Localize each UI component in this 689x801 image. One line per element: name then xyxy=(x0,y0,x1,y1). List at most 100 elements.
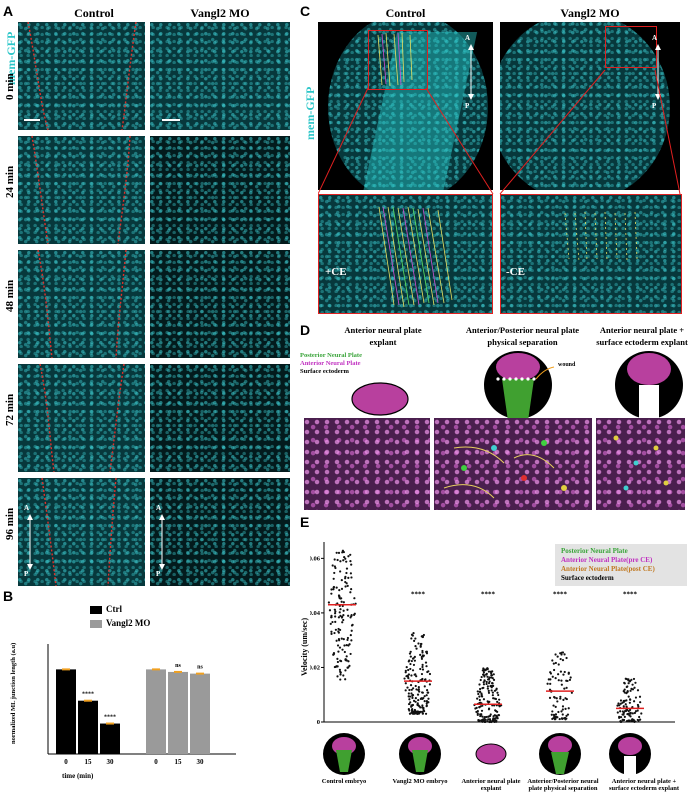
image-a-vangl2-24 xyxy=(150,136,290,244)
e-data-point xyxy=(334,566,337,570)
e-data-point xyxy=(336,558,339,562)
e-data-point xyxy=(417,686,420,689)
e-data-point xyxy=(421,704,424,707)
e-data-point xyxy=(489,676,493,679)
e-data-point xyxy=(350,639,353,642)
e-data-point xyxy=(411,669,415,672)
image-a-vangl2-96 xyxy=(150,478,290,586)
e-data-point xyxy=(417,698,420,702)
e-data-point xyxy=(343,650,346,654)
e-data-point xyxy=(487,681,491,685)
e-data-point xyxy=(410,637,413,640)
e-data-point xyxy=(629,708,632,711)
e-data-point xyxy=(409,701,412,704)
e-data-point xyxy=(345,560,348,563)
e-data-point xyxy=(334,620,337,623)
ap-arrow-icon xyxy=(468,44,474,100)
e-data-point xyxy=(339,628,342,632)
e-data-point xyxy=(337,551,341,554)
e-data-point xyxy=(421,665,424,669)
b-significance: **** xyxy=(104,715,116,721)
e-data-point xyxy=(420,657,424,660)
e-data-point xyxy=(414,684,417,688)
e-data-point xyxy=(411,710,414,713)
e-data-point xyxy=(493,697,496,700)
e-data-point xyxy=(498,698,501,701)
e-data-point xyxy=(548,696,552,699)
e-data-point xyxy=(423,695,426,698)
e-data-point xyxy=(336,660,340,664)
legend-e-anterior-post: Anterior Neural Plate(post CE) xyxy=(561,565,655,573)
e-data-point xyxy=(623,682,626,685)
e-data-point xyxy=(563,670,566,674)
e-data-point xyxy=(486,687,489,690)
e-data-point xyxy=(622,718,626,722)
e-data-point xyxy=(549,682,552,685)
explant-oval-small-icon xyxy=(475,743,507,765)
e-data-point xyxy=(624,677,627,680)
e-data-point xyxy=(476,712,479,715)
ap-arrow-icon xyxy=(159,514,165,570)
e-data-point xyxy=(623,691,626,694)
e-data-point xyxy=(632,700,636,703)
e-data-point xyxy=(349,553,352,556)
panel-c-letter: C xyxy=(300,3,311,19)
e-data-point xyxy=(625,685,628,689)
e-data-point xyxy=(565,686,568,689)
e-data-point xyxy=(620,720,623,723)
e-data-point xyxy=(633,686,636,689)
panel-a-letter: A xyxy=(3,3,14,19)
category-label-3: Anterior neural plate explant xyxy=(461,778,521,792)
e-data-point xyxy=(619,716,623,719)
e-data-point xyxy=(345,655,348,658)
e-data-point xyxy=(349,591,352,594)
e-data-point xyxy=(428,672,432,676)
e-data-point xyxy=(497,714,501,717)
e-data-point xyxy=(407,692,410,695)
e-data-point xyxy=(623,715,626,718)
e-data-point xyxy=(480,693,483,696)
e-data-point xyxy=(555,697,558,700)
b-significance: **** xyxy=(82,692,94,698)
b-bar xyxy=(168,671,188,754)
c-axis-p-right: P xyxy=(652,102,657,110)
e-data-point xyxy=(338,668,342,671)
e-data-point xyxy=(415,675,418,678)
e-data-point xyxy=(420,678,424,681)
image-a-control-96 xyxy=(18,478,145,586)
e-data-point xyxy=(331,564,334,567)
e-data-point xyxy=(482,698,486,701)
e-data-point xyxy=(410,674,413,677)
e-data-point xyxy=(420,710,424,713)
e-data-point xyxy=(353,612,356,615)
e-data-point xyxy=(350,576,353,579)
e-data-point xyxy=(340,600,343,603)
e-data-point xyxy=(334,628,337,631)
e-data-point xyxy=(631,718,634,721)
e-data-point xyxy=(551,675,554,678)
e-data-point xyxy=(616,711,619,714)
e-data-point xyxy=(487,708,491,711)
e-data-point xyxy=(344,658,347,661)
image-a-control-72 xyxy=(18,364,145,472)
e-data-point xyxy=(346,608,349,611)
e-data-point xyxy=(329,622,332,625)
e-data-point xyxy=(337,630,340,633)
legend-anterior-np: Anterior Neural Plate xyxy=(300,360,361,367)
e-data-point xyxy=(411,693,414,697)
e-data-point xyxy=(564,697,567,700)
e-data-point xyxy=(333,558,336,561)
e-data-point xyxy=(559,657,562,661)
e-data-point xyxy=(561,705,565,708)
e-data-point xyxy=(406,675,410,678)
e-data-point xyxy=(333,608,336,611)
time-label-96: 96 min xyxy=(4,507,16,540)
e-data-point xyxy=(560,683,563,686)
e-data-point xyxy=(407,668,410,672)
panel-d-title-2: Anterior/Posterior neural plate physical… xyxy=(465,325,580,347)
e-data-point xyxy=(488,714,492,718)
e-data-point xyxy=(408,712,412,715)
e-data-point xyxy=(551,717,554,721)
e-data-point xyxy=(480,719,483,722)
e-data-point xyxy=(407,673,410,676)
